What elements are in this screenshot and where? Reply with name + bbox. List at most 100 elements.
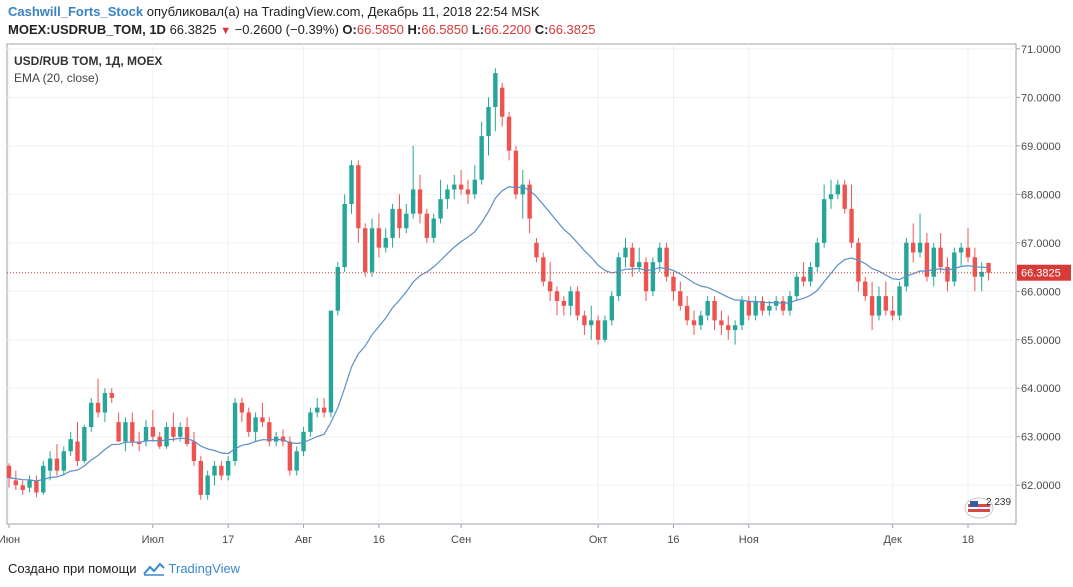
open-value: 66.5850 <box>356 22 404 37</box>
candle-body <box>678 291 683 306</box>
symbol-label: MOEX:USDRUB_TOM, 1D <box>8 22 166 37</box>
candle-body <box>116 422 121 442</box>
candle-body <box>342 204 347 268</box>
candle <box>650 257 656 297</box>
price-tick-label: 70.0000 <box>1021 92 1061 104</box>
candle <box>520 170 525 219</box>
plot-area <box>6 43 1017 525</box>
candle <box>753 296 758 321</box>
candle-body <box>513 150 519 195</box>
candle <box>82 424 87 464</box>
price-tick-label: 63.0000 <box>1021 432 1061 444</box>
candle-body <box>315 407 320 413</box>
candle-body <box>178 427 183 437</box>
candle-body <box>561 300 567 306</box>
author-name[interactable]: Cashwill_Forts_Stock <box>8 4 144 19</box>
candle <box>726 315 731 340</box>
candle-body <box>767 305 772 311</box>
footer-brand-link[interactable]: TradingView <box>168 561 241 576</box>
candle-body <box>458 184 464 190</box>
candle <box>671 271 676 301</box>
candle <box>547 262 553 301</box>
candle <box>150 410 156 442</box>
candle-body <box>575 291 580 316</box>
candle-body <box>61 451 66 471</box>
candle <box>68 431 73 457</box>
candle-body <box>698 315 704 326</box>
chart-legend-indicator[interactable]: EMA (20, close) <box>14 71 99 85</box>
badge-count: 2 239 <box>986 497 1011 508</box>
candle <box>719 310 724 335</box>
candle-body <box>260 417 265 423</box>
candle-body <box>410 189 416 214</box>
candle-body <box>54 458 60 471</box>
candle <box>328 310 334 418</box>
candle-body <box>986 262 991 273</box>
candle <box>945 257 950 292</box>
open-label: O: <box>342 22 357 37</box>
candle <box>863 276 868 301</box>
candle-body <box>397 208 402 229</box>
candle <box>116 412 121 442</box>
candle-body <box>321 407 327 413</box>
candle <box>952 247 957 287</box>
candle <box>219 460 224 481</box>
header-line-1: Cashwill_Forts_Stock опубликовал(а) на T… <box>8 4 540 19</box>
candle-body <box>849 208 854 243</box>
candle-body <box>47 458 53 471</box>
candle <box>911 223 916 263</box>
candle-body <box>917 242 923 253</box>
candle <box>75 422 80 466</box>
candle <box>712 296 717 331</box>
candle-body <box>472 179 477 195</box>
candle <box>760 296 765 316</box>
candle <box>13 470 19 491</box>
candle-body <box>369 228 375 272</box>
candle-body <box>958 247 964 253</box>
candle <box>780 296 786 316</box>
candle <box>897 281 902 321</box>
candle <box>602 315 608 343</box>
candle <box>431 213 436 243</box>
candle-body <box>287 441 293 471</box>
candle <box>315 397 320 418</box>
candle-body <box>27 480 32 488</box>
candle <box>102 388 108 423</box>
candle-body <box>883 296 888 311</box>
candle-body <box>876 296 882 316</box>
candlestick-chart[interactable]: 62.0000 63.0000 64.0000 65.0000 66.0000 67.00… <box>0 0 1073 556</box>
time-tick-label: 16 <box>373 534 385 546</box>
candle <box>821 184 827 248</box>
candle-body <box>650 262 656 292</box>
price-axis: 62.0000 63.0000 64.0000 65.0000 66.0000 67.00… <box>1016 44 1061 492</box>
candle <box>184 417 190 447</box>
candle-body <box>911 242 916 253</box>
last-price: 66.3825 <box>169 22 217 37</box>
candle-body <box>465 189 471 195</box>
candle-body <box>664 247 669 277</box>
candle <box>369 218 375 277</box>
candle-body <box>534 242 539 258</box>
candle <box>767 300 772 316</box>
candle <box>226 456 231 481</box>
low-value: 66.2200 <box>484 22 532 37</box>
candle <box>6 463 12 488</box>
candle-body <box>856 242 861 282</box>
candle <box>568 286 573 316</box>
footer: Создано при помощи TradingView <box>8 561 240 576</box>
time-tick-label: Сен <box>451 534 471 546</box>
tradingview-logo-icon <box>142 562 165 576</box>
candle-body <box>356 165 361 229</box>
candle <box>424 208 430 243</box>
candle-body <box>821 199 827 243</box>
candle <box>130 412 135 447</box>
price-tick-label: 66.0000 <box>1021 286 1061 298</box>
candle <box>774 296 779 311</box>
candle-body <box>253 417 258 432</box>
published-text: опубликовал(а) на TradingView.com, Декаб… <box>146 4 540 19</box>
candle-body <box>630 247 635 268</box>
candle-body <box>753 300 758 316</box>
candle-body <box>952 252 957 282</box>
candle <box>417 174 423 224</box>
time-tick-label: 17 <box>222 534 234 546</box>
